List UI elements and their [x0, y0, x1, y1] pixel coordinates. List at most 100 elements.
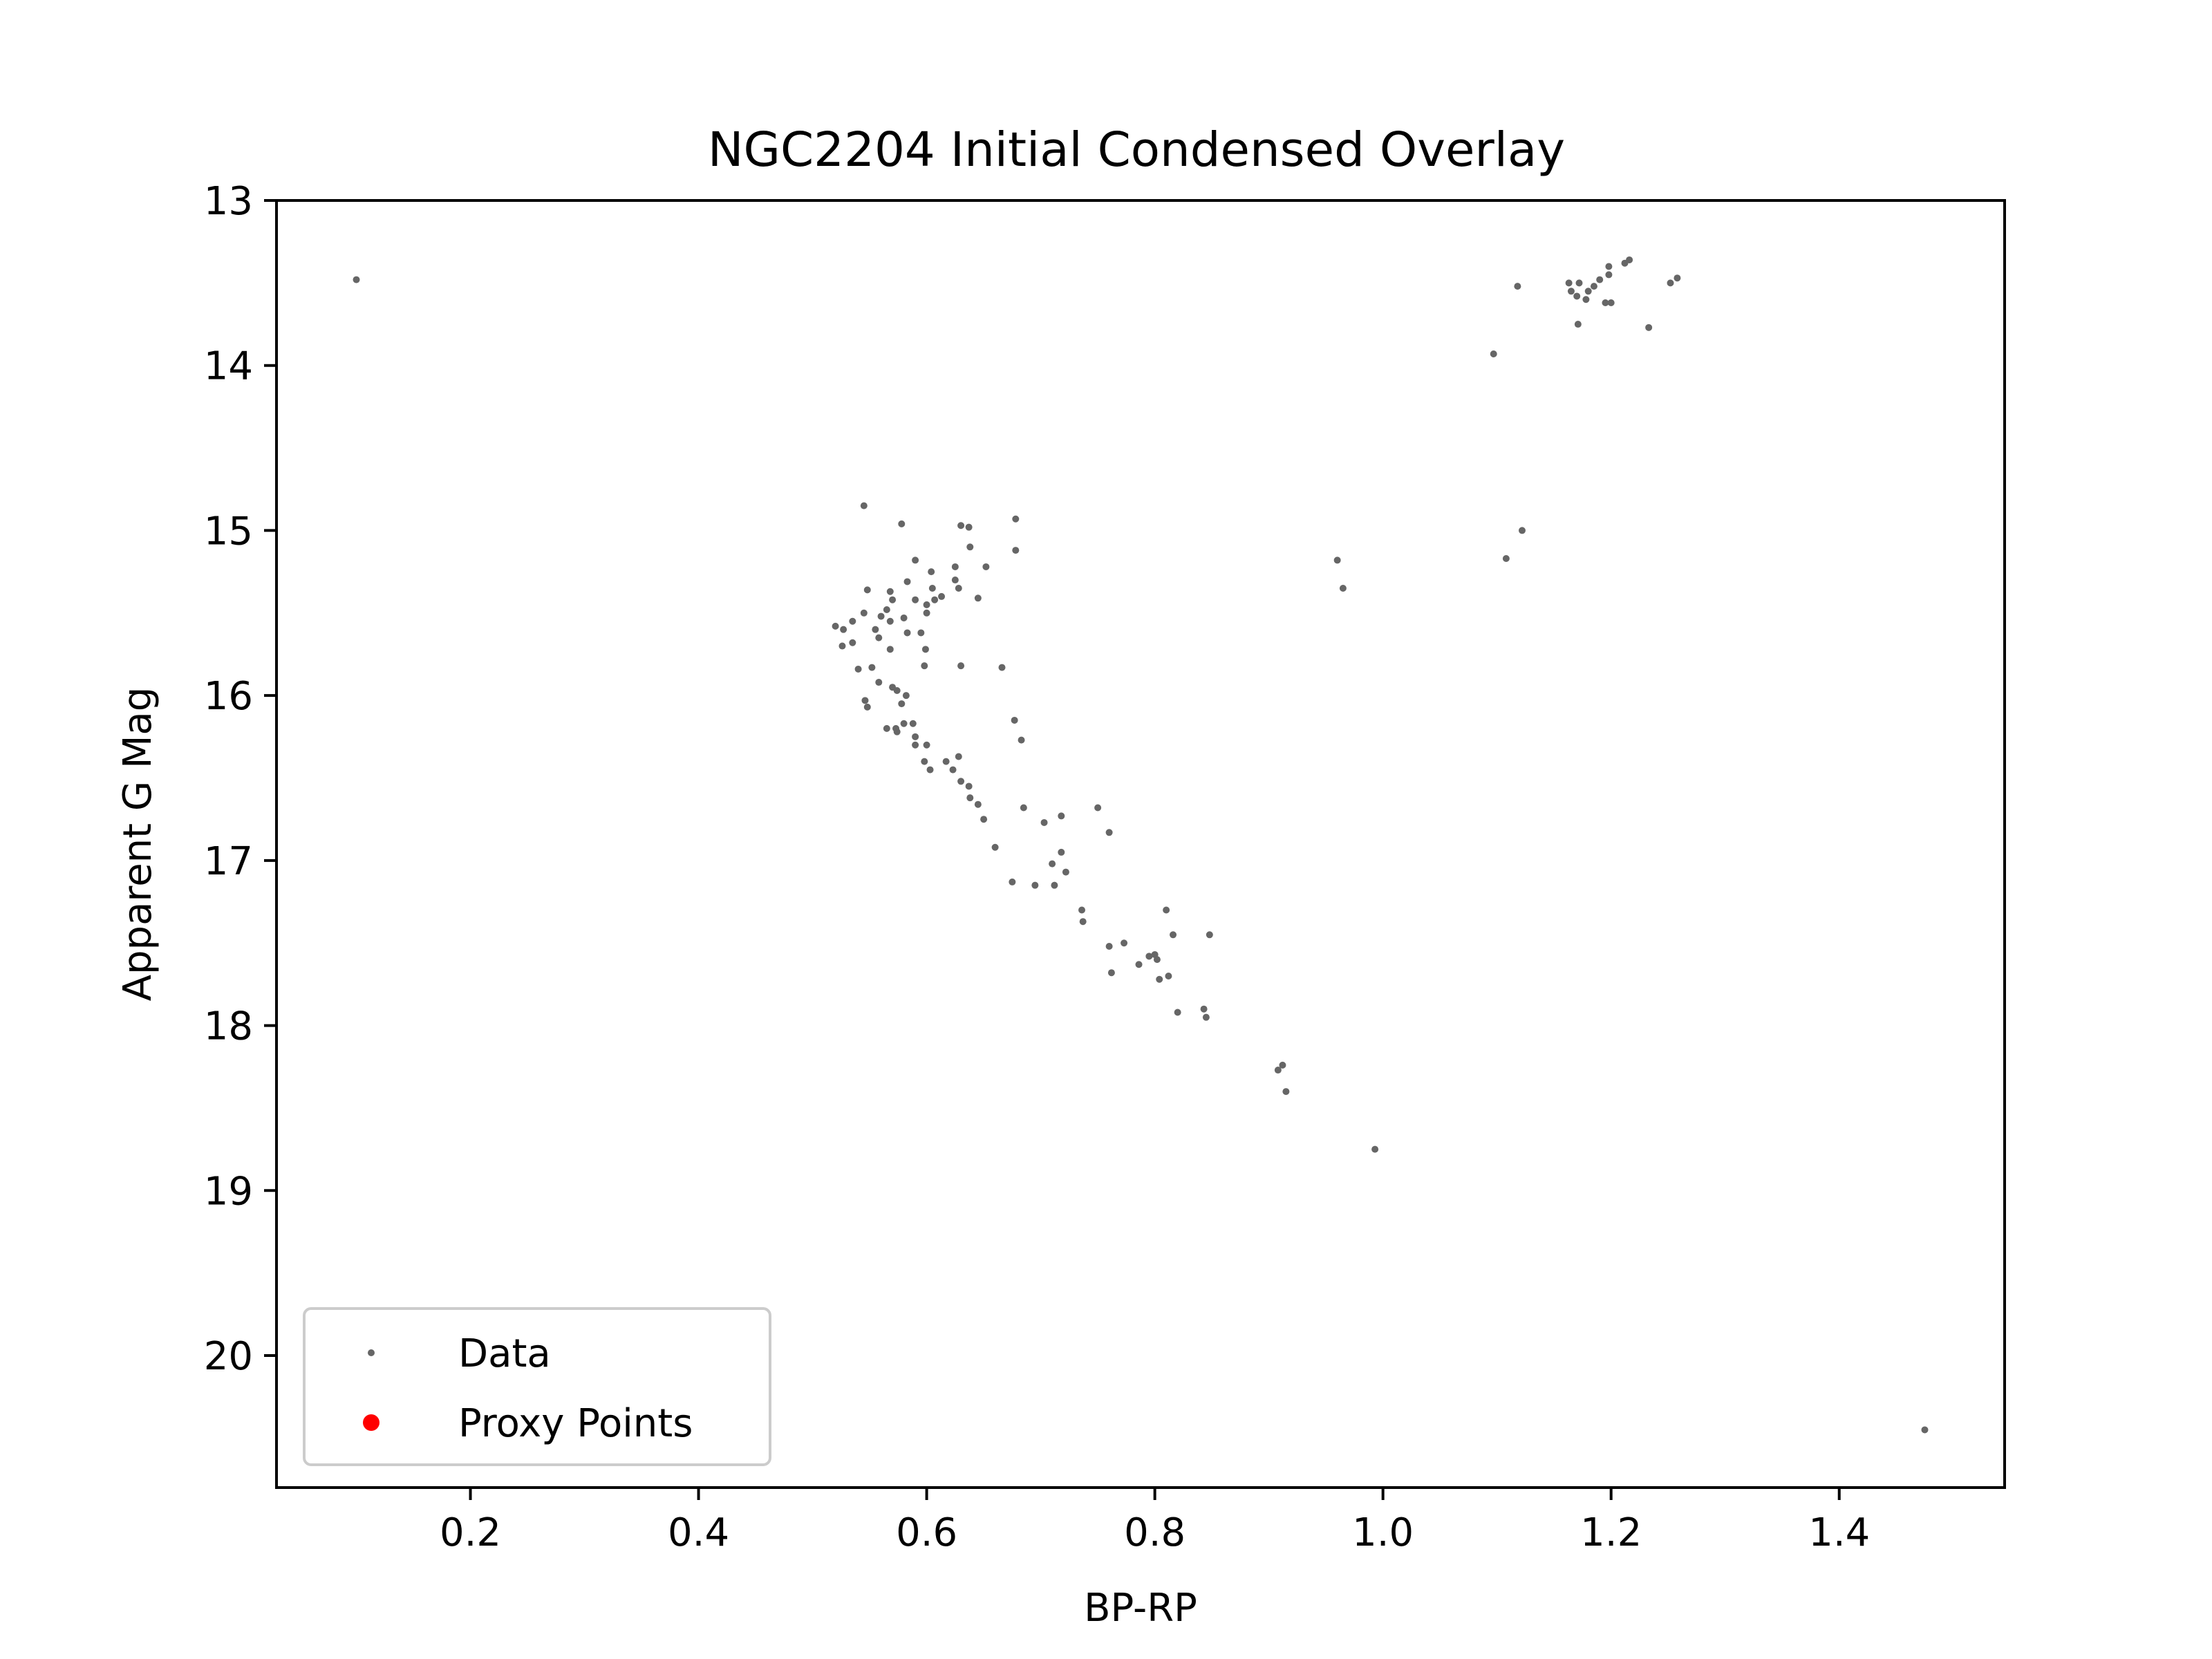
data-point	[980, 816, 988, 823]
x-axis-ticks: 0.2 0.4 0.6 0.8 1.0 1.2 1.4	[440, 1488, 1870, 1555]
legend-label-proxy-points: Proxy Points	[458, 1401, 693, 1446]
data-point	[868, 664, 876, 671]
x-tick-label: 0.6	[896, 1510, 957, 1555]
data-point	[893, 728, 901, 735]
data-point	[942, 758, 950, 765]
data-point	[1514, 283, 1521, 290]
data-points	[353, 256, 1929, 1434]
x-axis-label: BP-RP	[1084, 1586, 1197, 1631]
data-point	[1607, 299, 1615, 307]
x-tick-label: 1.0	[1352, 1510, 1414, 1555]
data-point	[860, 502, 868, 509]
data-point	[353, 276, 360, 283]
data-point	[1590, 283, 1597, 290]
data-point	[965, 782, 973, 790]
data-point	[1062, 868, 1069, 876]
data-point	[912, 733, 919, 740]
data-point	[902, 692, 910, 700]
data-point	[838, 642, 846, 650]
data-point	[1058, 812, 1065, 820]
data-point	[1121, 939, 1128, 947]
data-point	[1040, 818, 1048, 826]
data-point	[883, 724, 890, 732]
data-point	[974, 594, 982, 602]
data-point	[1049, 860, 1056, 868]
data-point	[1200, 1005, 1208, 1013]
data-point	[1135, 961, 1143, 968]
data-point	[1575, 279, 1583, 287]
data-point	[1018, 736, 1025, 744]
data-point	[1279, 1061, 1286, 1069]
data-point	[1605, 263, 1613, 270]
data-point	[1502, 555, 1510, 563]
data-point	[912, 741, 919, 749]
x-tick-label: 1.2	[1580, 1510, 1642, 1555]
y-axis-label: Apparent G Mag	[115, 687, 160, 1002]
data-point	[875, 679, 883, 686]
data-point	[1163, 906, 1170, 914]
legend-label-data: Data	[458, 1331, 551, 1376]
data-point	[875, 634, 883, 641]
data-point	[982, 563, 990, 570]
data-point	[1174, 1009, 1181, 1016]
data-point	[928, 568, 935, 576]
data-point	[921, 646, 929, 653]
data-point	[832, 622, 839, 630]
data-point	[923, 741, 930, 749]
data-point	[1153, 956, 1161, 964]
data-point	[1565, 279, 1573, 287]
data-point	[991, 843, 999, 851]
data-point	[863, 586, 871, 594]
data-point	[931, 596, 939, 603]
data-point	[1674, 274, 1681, 282]
y-tick-label: 15	[204, 509, 253, 554]
data-point	[898, 700, 906, 708]
y-tick-label: 20	[204, 1334, 253, 1379]
data-point	[898, 520, 906, 527]
data-point	[921, 662, 928, 670]
data-point	[1012, 515, 1020, 523]
data-point	[912, 596, 919, 603]
data-point	[966, 794, 974, 802]
y-tick-label: 16	[204, 674, 253, 719]
data-point	[893, 686, 901, 694]
data-point	[854, 665, 862, 673]
data-point	[974, 800, 982, 808]
data-point	[1107, 969, 1115, 977]
data-point	[1573, 292, 1581, 300]
chart-title: NGC2204 Initial Condensed Overlay	[708, 122, 1565, 178]
data-point	[886, 617, 894, 625]
data-point	[928, 584, 936, 592]
data-point	[1058, 848, 1065, 856]
data-point	[1011, 716, 1018, 724]
data-point	[1282, 1088, 1290, 1096]
x-tick-label: 0.2	[440, 1510, 501, 1555]
data-point	[1645, 324, 1653, 331]
data-point	[921, 758, 928, 765]
data-point	[1156, 975, 1163, 983]
data-point	[957, 778, 965, 785]
data-point	[923, 609, 930, 617]
data-point	[1079, 918, 1087, 926]
data-point	[909, 720, 917, 727]
data-point	[965, 523, 973, 531]
data-point	[1621, 259, 1629, 267]
data-point	[917, 629, 925, 637]
data-point	[1602, 299, 1609, 307]
data-point	[877, 612, 885, 620]
plot-area: 0.2 0.4 0.6 0.8 1.0 1.2 1.4 13 14 15 16 17 18 19 20	[204, 179, 2006, 1555]
data-point	[1596, 276, 1604, 283]
data-point	[1105, 943, 1113, 950]
data-point	[886, 588, 894, 595]
data-point	[1165, 972, 1172, 980]
data-point	[1333, 556, 1341, 564]
y-tick-label: 19	[204, 1169, 253, 1214]
data-point	[903, 629, 911, 637]
data-point	[955, 753, 962, 760]
x-tick-label: 0.4	[668, 1510, 729, 1555]
data-point	[863, 703, 871, 711]
data-point	[1031, 881, 1039, 889]
data-point	[840, 626, 847, 633]
data-point	[923, 601, 930, 608]
